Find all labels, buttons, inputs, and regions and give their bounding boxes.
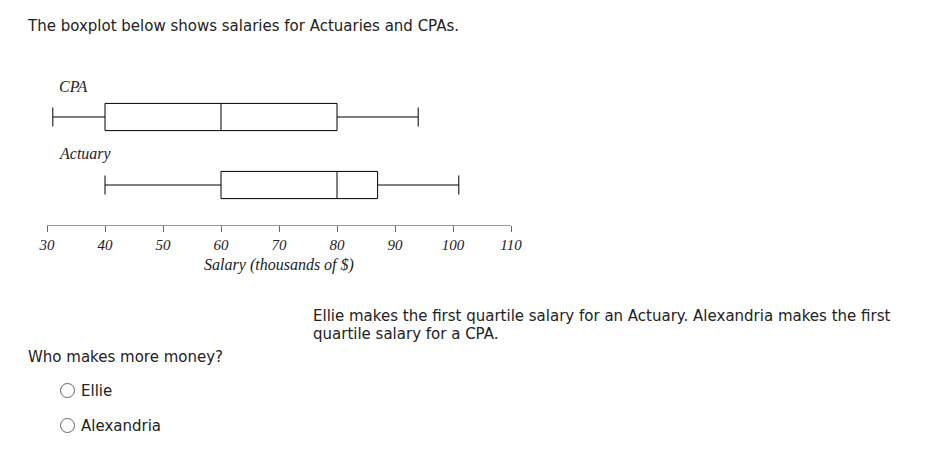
- svg-text:70: 70: [272, 237, 288, 253]
- svg-text:50: 50: [156, 237, 172, 253]
- svg-text:30: 30: [39, 237, 56, 253]
- svg-text:Salary (thousands of $): Salary (thousands of $): [204, 256, 354, 274]
- html-text:Ellie makes the first quartile: Ellie makes the first quartile salary fo…: [313, 307, 891, 343]
- svg-text:110: 110: [500, 237, 522, 253]
- html-text:The boxplot below shows salari: The boxplot below shows salaries for Act…: [28, 17, 459, 35]
- svg-text:90: 90: [388, 237, 404, 253]
- svg-text:Actuary: Actuary: [59, 145, 112, 163]
- svg-text:60: 60: [214, 237, 230, 253]
- svg-text:40: 40: [98, 237, 114, 253]
- html-text:Who makes more money?: Who makes more money?: [28, 348, 223, 366]
- svg-text:80: 80: [330, 237, 346, 253]
- html-text:Alexandria: Alexandria: [81, 417, 161, 435]
- html-text:Ellie: Ellie: [81, 382, 113, 400]
- svg-text:CPA: CPA: [59, 78, 87, 95]
- svg-text:100: 100: [442, 237, 465, 253]
